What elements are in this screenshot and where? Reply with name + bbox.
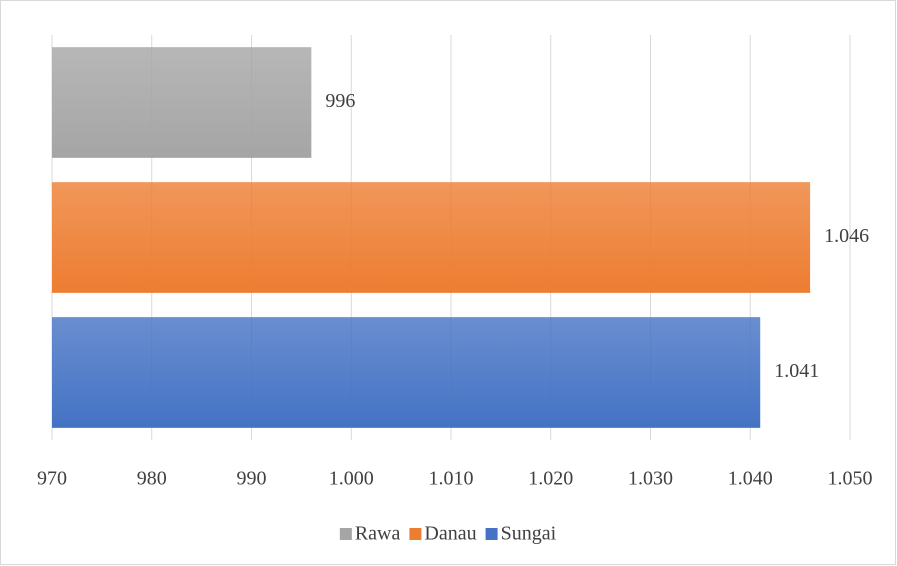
data-label: 996	[325, 90, 355, 112]
legend-swatch	[409, 528, 422, 540]
bar	[52, 47, 312, 158]
legend-label: Rawa	[355, 523, 401, 545]
x-tick-label: 1.010	[429, 468, 474, 490]
x-tick-label: 1.040	[728, 468, 773, 490]
x-tick-label: 990	[237, 468, 267, 490]
data-label: 1.041	[774, 360, 819, 382]
data-label: 1.046	[824, 225, 869, 247]
legend-swatch	[485, 528, 498, 540]
x-tick-label: 1.050	[828, 468, 873, 490]
x-tick-label: 1.030	[628, 468, 673, 490]
x-tick-label: 1.000	[329, 468, 374, 490]
legend-label: Sungai	[501, 523, 557, 545]
legend-label: Danau	[424, 523, 476, 545]
x-tick-label: 1.020	[528, 468, 573, 490]
bar	[52, 182, 811, 293]
x-tick-label: 980	[137, 468, 167, 490]
legend-swatch	[339, 528, 352, 540]
x-tick-label: 970	[37, 468, 67, 490]
bar	[52, 317, 761, 428]
